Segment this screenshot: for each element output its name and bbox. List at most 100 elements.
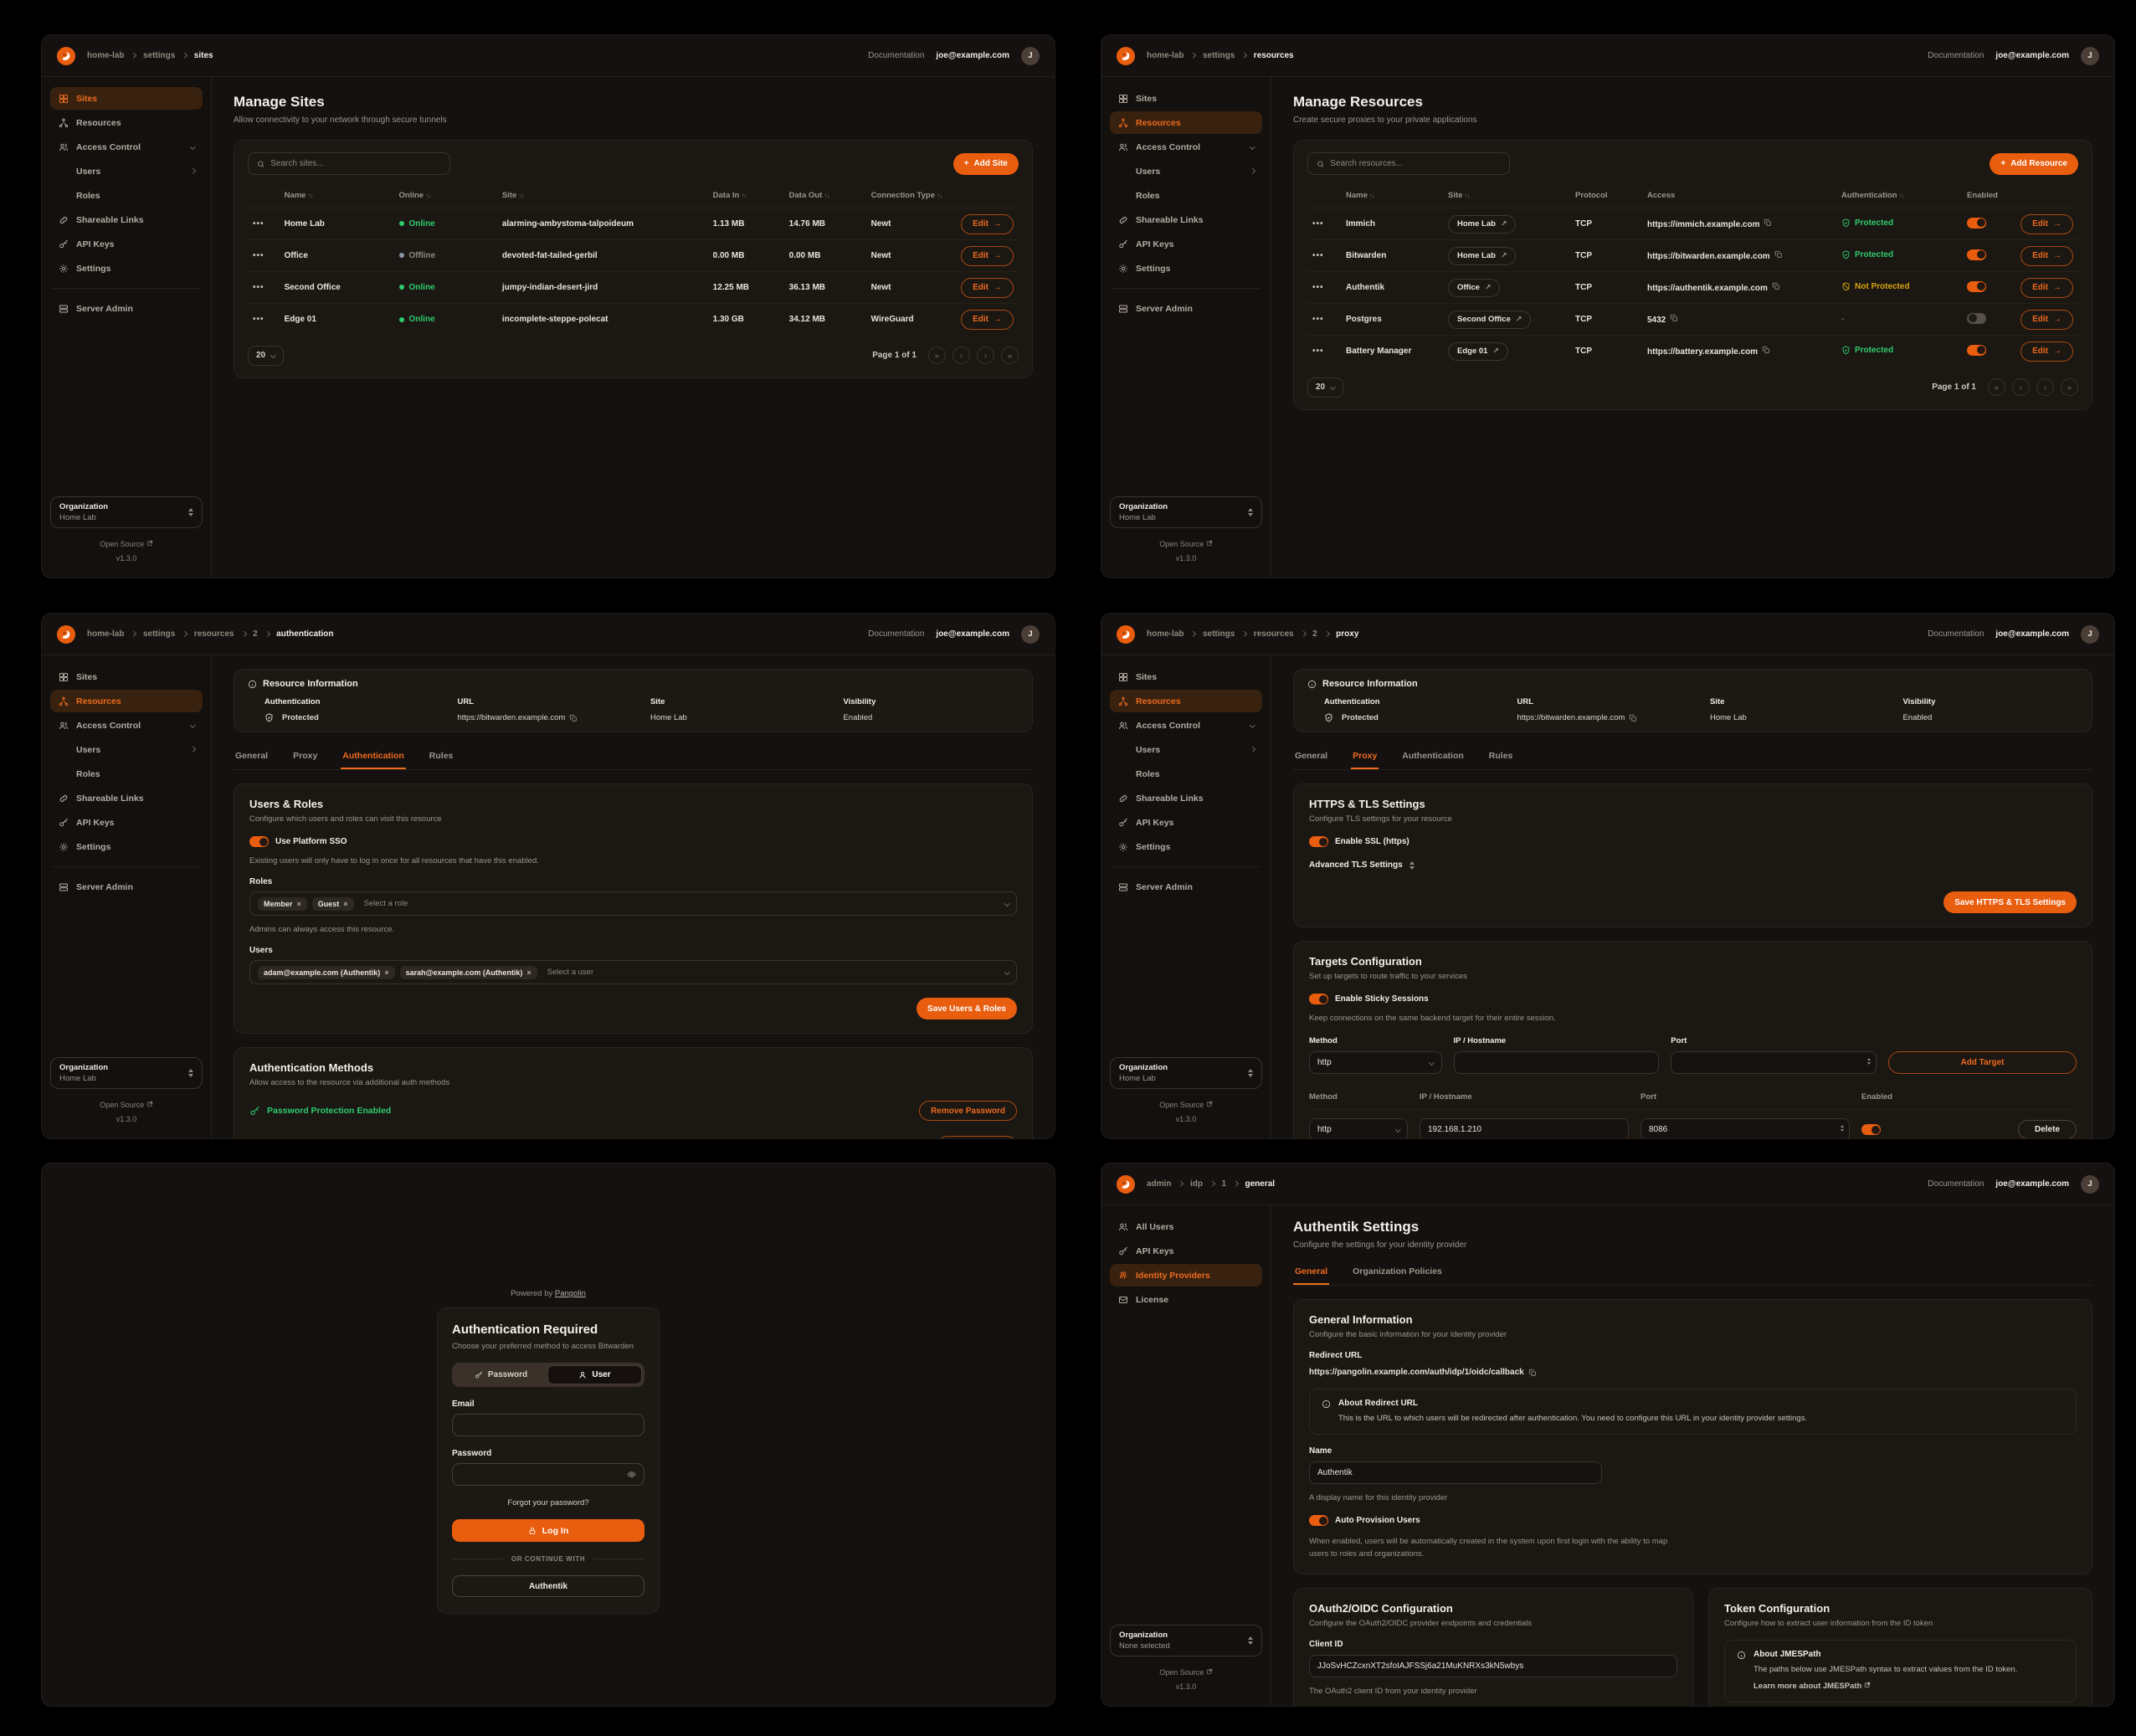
sidebar-item-sites[interactable]: Sites	[1110, 665, 1262, 688]
open-source-link[interactable]: Open Source	[1159, 1668, 1213, 1677]
page-size-select[interactable]: 20	[1307, 377, 1343, 398]
user-chip[interactable]: adam@example.com (Authentik) ×	[258, 965, 395, 979]
col-site[interactable]: Site ↑↓	[501, 191, 524, 200]
method-select[interactable]: http	[1309, 1051, 1442, 1074]
stepper-icon[interactable]	[1841, 1125, 1844, 1132]
avatar[interactable]: J	[2081, 624, 2099, 644]
sidebar-item-settings[interactable]: Settings	[50, 257, 203, 280]
sidebar-item-server-admin[interactable]: Server Admin	[1110, 876, 1262, 898]
sidebar-item-resources[interactable]: Resources	[1110, 690, 1262, 712]
breadcrumb-item[interactable]: settings	[142, 51, 176, 60]
breadcrumb-item[interactable]: home-lab	[1147, 629, 1184, 639]
org-switcher[interactable]: Organization None selected	[1110, 1625, 1262, 1656]
documentation-link[interactable]: Documentation	[1928, 51, 1985, 60]
platform-sso-toggle[interactable]	[249, 836, 269, 847]
tab-general[interactable]: General	[235, 751, 269, 761]
sidebar-item-settings[interactable]: Settings	[1110, 835, 1262, 858]
eye-icon[interactable]	[627, 1470, 636, 1479]
row-menu-icon[interactable]: •••	[253, 219, 264, 229]
stepper-icon[interactable]	[1867, 1058, 1871, 1065]
row-menu-icon[interactable]: •••	[253, 283, 264, 292]
save-users-roles-button[interactable]: Save Users & Roles	[917, 998, 1017, 1020]
sidebar-item-identity-providers[interactable]: Identity Providers	[1110, 1264, 1262, 1287]
auto-provision-toggle[interactable]	[1309, 1515, 1328, 1526]
tab-general[interactable]: General	[1295, 751, 1328, 761]
enabled-toggle[interactable]	[1967, 344, 1986, 356]
row-menu-icon[interactable]: •••	[1312, 315, 1324, 324]
search-input[interactable]	[1307, 152, 1510, 175]
copy-icon[interactable]	[1528, 1369, 1537, 1377]
tab-organization-policies[interactable]: Organization Policies	[1353, 1266, 1442, 1276]
sidebar-item-shareable-links[interactable]: Shareable Links	[1110, 208, 1262, 231]
sticky-sessions-toggle[interactable]	[1309, 994, 1328, 1004]
sidebar-item-access-control[interactable]: Access Control	[1110, 714, 1262, 737]
sidebar-item-resources[interactable]: Resources	[50, 690, 203, 712]
breadcrumb-item[interactable]: resources	[1253, 629, 1294, 639]
org-switcher[interactable]: Organization Home Lab	[1110, 1057, 1262, 1089]
col-connection-type[interactable]: Connection Type ↑↓	[870, 191, 942, 200]
tab-rules[interactable]: Rules	[1488, 751, 1513, 761]
col-authentication[interactable]: Authentication ↑↓	[1841, 191, 1905, 200]
password-field[interactable]	[452, 1463, 644, 1486]
enable-ssl-toggle[interactable]	[1309, 836, 1328, 847]
next-page-button[interactable]: ›	[977, 347, 994, 364]
edit-button[interactable]: Edit →	[961, 213, 1014, 234]
breadcrumb-item[interactable]: general	[1245, 1179, 1276, 1189]
sidebar-item-license[interactable]: License	[1110, 1288, 1262, 1311]
user-email[interactable]: joe@example.com	[936, 51, 1009, 60]
col-data-in[interactable]: Data In ↑↓	[712, 191, 747, 200]
search-input[interactable]	[248, 152, 450, 175]
last-page-button[interactable]: »	[2061, 378, 2078, 396]
user-email[interactable]: joe@example.com	[1995, 629, 2069, 639]
open-source-link[interactable]: Open Source	[1159, 1101, 1213, 1109]
sidebar-item-users[interactable]: Users	[50, 738, 203, 761]
edit-button[interactable]: Edit →	[2020, 277, 2073, 298]
sidebar-item-server-admin[interactable]: Server Admin	[50, 297, 203, 320]
open-source-link[interactable]: Open Source	[1159, 540, 1213, 548]
row-menu-icon[interactable]: •••	[1312, 251, 1324, 260]
sidebar-item-access-control[interactable]: Access Control	[50, 714, 203, 737]
port-input[interactable]	[1641, 1118, 1850, 1138]
sidebar-item-sites[interactable]: Sites	[1110, 87, 1262, 110]
tab-password[interactable]: Password	[454, 1365, 547, 1384]
breadcrumb-item[interactable]: sites	[193, 51, 213, 60]
sidebar-item-api-keys[interactable]: API Keys	[1110, 811, 1262, 834]
edit-button[interactable]: Edit →	[961, 277, 1014, 298]
sidebar-item-sites[interactable]: Sites	[50, 87, 203, 110]
next-page-button[interactable]: ›	[2036, 378, 2054, 396]
site-chip[interactable]: Home Lab ↗	[1448, 246, 1517, 265]
sidebar-item-server-admin[interactable]: Server Admin	[50, 876, 203, 898]
tab-user[interactable]: User	[547, 1365, 642, 1384]
prev-page-button[interactable]: ‹	[952, 347, 970, 364]
site-chip[interactable]: Second Office ↗	[1448, 310, 1532, 329]
col-site[interactable]: Site ↑↓	[1448, 191, 1470, 200]
open-source-link[interactable]: Open Source	[100, 540, 153, 548]
sidebar-item-users[interactable]: Users	[1110, 160, 1262, 182]
avatar[interactable]: J	[1021, 46, 1040, 65]
breadcrumb-item[interactable]: home-lab	[1147, 51, 1184, 60]
copy-icon[interactable]	[569, 714, 578, 722]
sidebar-item-all-users[interactable]: All Users	[1110, 1215, 1262, 1238]
avatar[interactable]: J	[1021, 624, 1040, 644]
add-site-button[interactable]: + Add Site	[952, 152, 1019, 175]
copy-icon[interactable]	[1629, 714, 1637, 722]
target-enabled-toggle[interactable]	[1861, 1124, 1881, 1135]
prev-page-button[interactable]: ‹	[2012, 378, 2030, 396]
documentation-link[interactable]: Documentation	[1928, 629, 1985, 639]
tab-general[interactable]: General	[1293, 1261, 1330, 1285]
site-chip[interactable]: Home Lab ↗	[1448, 214, 1517, 234]
edit-button[interactable]: Edit →	[961, 245, 1014, 266]
breadcrumb-item[interactable]: settings	[142, 629, 176, 639]
login-button[interactable]: Log In	[452, 1519, 644, 1542]
remove-icon[interactable]: ×	[296, 899, 301, 908]
sidebar-item-shareable-links[interactable]: Shareable Links	[1110, 787, 1262, 809]
documentation-link[interactable]: Documentation	[868, 51, 925, 60]
edit-button[interactable]: Edit →	[2020, 245, 2073, 266]
breadcrumb-item[interactable]: settings	[1202, 51, 1235, 60]
org-switcher[interactable]: Organization Home Lab	[1110, 496, 1262, 528]
tab-proxy[interactable]: Proxy	[293, 751, 318, 761]
first-page-button[interactable]: «	[1988, 378, 2005, 396]
users-multiselect[interactable]: adam@example.com (Authentik) × sarah@exam…	[249, 960, 1017, 984]
breadcrumb-item[interactable]: authentication	[276, 629, 334, 639]
site-chip[interactable]: Edge 01 ↗	[1448, 342, 1508, 361]
